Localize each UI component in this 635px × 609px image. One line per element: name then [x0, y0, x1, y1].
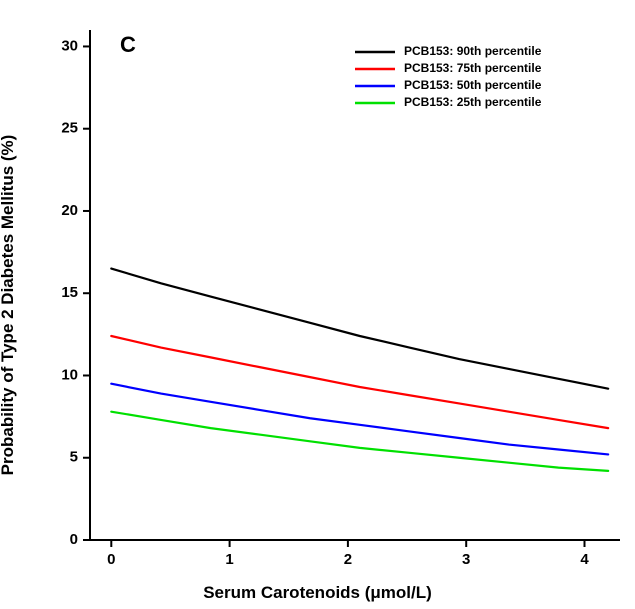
series-p50: [111, 384, 608, 455]
y-tick-label: 25: [61, 120, 78, 137]
x-tick-label: 3: [462, 551, 470, 568]
x-tick-label: 2: [344, 551, 352, 568]
y-tick-label: 15: [61, 284, 78, 301]
y-tick-label: 20: [61, 202, 78, 219]
legend-label: PCB153: 25th percentile: [404, 95, 542, 109]
legend-label: PCB153: 90th percentile: [404, 44, 542, 58]
legend-label: PCB153: 75th percentile: [404, 61, 542, 75]
x-tick-label: 1: [225, 551, 233, 568]
y-tick-label: 0: [70, 531, 78, 548]
y-axis-label: Probability of Type 2 Diabetes Mellitus …: [0, 55, 18, 555]
panel-label: C: [120, 32, 136, 58]
chart-container: C Probability of Type 2 Diabetes Mellitu…: [0, 0, 635, 609]
series-p90: [111, 269, 608, 389]
chart-svg: 0 5 10 15 20 25 30 0 1 2 3 4 PCB153: 90th percentile…: [0, 0, 635, 609]
x-tick-label: 0: [107, 551, 115, 568]
y-tick-label: 10: [61, 366, 78, 383]
x-tick-label: 4: [580, 551, 589, 568]
series-p25: [111, 412, 608, 471]
y-tick-label: 30: [61, 37, 78, 54]
y-tick-label: 5: [70, 449, 78, 466]
legend-label: PCB153: 50th percentile: [404, 78, 542, 92]
series-p75: [111, 336, 608, 428]
x-axis-label: Serum Carotenoids (μmol/L): [0, 583, 635, 603]
